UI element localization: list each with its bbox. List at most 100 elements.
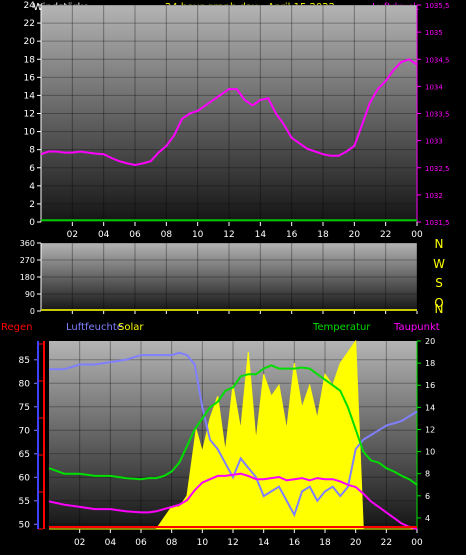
y-tick-label-left: 50 <box>19 520 31 530</box>
compass-label: S <box>435 276 443 290</box>
y-tick-label-right: 10 <box>425 448 435 457</box>
x-tick-label: 16 <box>289 538 301 548</box>
x-axis-1: 02 04 06 08 10 12 14 16 18 20 22 00 <box>67 222 423 240</box>
y-tick-label-right: 8 <box>425 470 430 479</box>
y-tick-label-left: 360 <box>20 239 35 248</box>
y-axis-left-2: 0 90 180 270 360 <box>20 239 42 316</box>
y-axis-right-3: 4 6 8 10 12 14 16 18 20 <box>416 337 435 529</box>
x-tick-label: 04 <box>105 538 117 548</box>
panel-wind-pressure: Windstärke 24 hour graph day : April 15 … <box>24 1 450 240</box>
y-tick-label-right: 4 <box>425 514 430 523</box>
x-tick-label: 06 <box>129 230 141 240</box>
y-tick-label-right: 16 <box>425 381 435 390</box>
y-tick-label-left: 0 <box>29 218 35 228</box>
x-tick-label: 22 <box>380 230 391 240</box>
x-tick-label: 14 <box>255 230 267 240</box>
x-tick-label: 16 <box>286 230 298 240</box>
x-tick-label: 10 <box>192 230 204 240</box>
grid-1 <box>41 4 418 223</box>
x-tick-label: 18 <box>319 538 331 548</box>
y-tick-label-right: 12 <box>425 425 435 434</box>
x-axis-2 <box>71 311 418 314</box>
grid-2 <box>41 242 418 312</box>
y-tick-label-left: 22 <box>24 19 35 29</box>
compass-label: O <box>434 296 443 310</box>
solar-area <box>49 339 417 530</box>
y-tick-label-left: 55 <box>19 497 30 507</box>
x-tick-label: 08 <box>166 538 178 548</box>
compass-label: W <box>433 257 445 271</box>
y-tick-label-left: 20 <box>24 37 36 47</box>
y-tick-label-left: 2 <box>29 200 35 210</box>
x-tick-label: 02 <box>67 230 78 240</box>
legend-luftfeuchte: Luftfeuchte <box>66 322 123 333</box>
x-tick-label: 08 <box>161 230 173 240</box>
legend-regen: Regen <box>1 322 33 333</box>
dewpoint-line <box>48 472 418 530</box>
compass-label: N <box>435 302 444 316</box>
y-tick-label-right: 1034 <box>425 83 443 91</box>
y-tick-label-left: 14 <box>24 91 36 101</box>
y-tick-label-left: 65 <box>19 450 30 460</box>
y-tick-label-left: 4 <box>29 182 35 192</box>
y-tick-label-left: 10 <box>24 128 36 138</box>
x-tick-label: 04 <box>98 230 110 240</box>
y-tick-label-right: 18 <box>425 359 435 368</box>
x-tick-label: 14 <box>258 538 270 548</box>
y-tick-label-right: 1035,5 <box>425 2 450 10</box>
x-tick-label: 00 <box>411 230 423 240</box>
panel-climate: Regen Luftfeuchte Solar Temperatur Taupu… <box>1 322 440 548</box>
x-tick-label: 12 <box>227 538 238 548</box>
humidity-line <box>49 351 418 518</box>
y-tick-label-right: 1035 <box>425 29 443 37</box>
y-tick-label-left: 6 <box>29 164 35 174</box>
y-axis-left-3: 50 55 60 65 70 75 80 85 <box>19 341 39 530</box>
y-tick-label-left: 75 <box>19 403 30 413</box>
y-tick-label-left: 24 <box>24 1 36 11</box>
y-tick-label-left: 70 <box>19 426 31 436</box>
pressure-line <box>40 58 418 167</box>
y-tick-label-right: 1032 <box>425 192 443 200</box>
x-tick-label: 22 <box>381 538 392 548</box>
y-tick-label-right: 1031,5 <box>425 219 450 227</box>
compass-label: N <box>435 237 444 251</box>
y-tick-label-right: 1034,5 <box>425 56 450 64</box>
x-axis-3: 02 04 06 08 10 12 14 16 18 20 22 00 <box>74 529 423 548</box>
y-tick-label-right: 1033 <box>425 138 443 146</box>
x-tick-label: 00 <box>411 538 423 548</box>
x-tick-label: 20 <box>349 230 361 240</box>
plot-area-1 <box>41 5 417 222</box>
x-tick-label: 12 <box>223 230 234 240</box>
legend-taupunkt: Taupunkt <box>393 322 440 333</box>
x-tick-label: 10 <box>197 538 209 548</box>
x-tick-label: 02 <box>74 538 85 548</box>
y-tick-label-left: 16 <box>24 73 36 83</box>
x-tick-label: 18 <box>317 230 329 240</box>
y-tick-label-left: 270 <box>20 256 35 265</box>
y-tick-label-left: 0 <box>30 307 35 316</box>
y-tick-label-left: 80 <box>19 379 31 389</box>
legend-solar: Solar <box>118 322 144 333</box>
y-tick-label-right: 1033,5 <box>425 111 450 119</box>
x-tick-label: 06 <box>135 538 147 548</box>
y-tick-label-left: 60 <box>19 473 31 483</box>
y-tick-label-right: 20 <box>425 337 435 346</box>
y-tick-label-right: 14 <box>425 403 435 412</box>
y-tick-label-left: 18 <box>24 55 36 65</box>
y-axis-right-1: 1031,5 1032 1032,5 1033 1033,5 1034 1034,5 1035… <box>416 2 450 227</box>
y-tick-label-left: 85 <box>19 356 30 366</box>
y-tick-label-right: 6 <box>425 492 430 501</box>
y-tick-label-left: 12 <box>24 110 35 120</box>
plot-area-2 <box>41 243 417 311</box>
temperature-line <box>48 364 418 486</box>
series-3 <box>48 339 418 530</box>
y-tick-label-left: 180 <box>20 273 35 282</box>
y-tick-label-left: 90 <box>25 290 35 299</box>
y-tick-label-left: 8 <box>29 146 35 156</box>
series-1 <box>40 58 418 222</box>
legend-temperatur: Temperatur <box>312 322 371 333</box>
